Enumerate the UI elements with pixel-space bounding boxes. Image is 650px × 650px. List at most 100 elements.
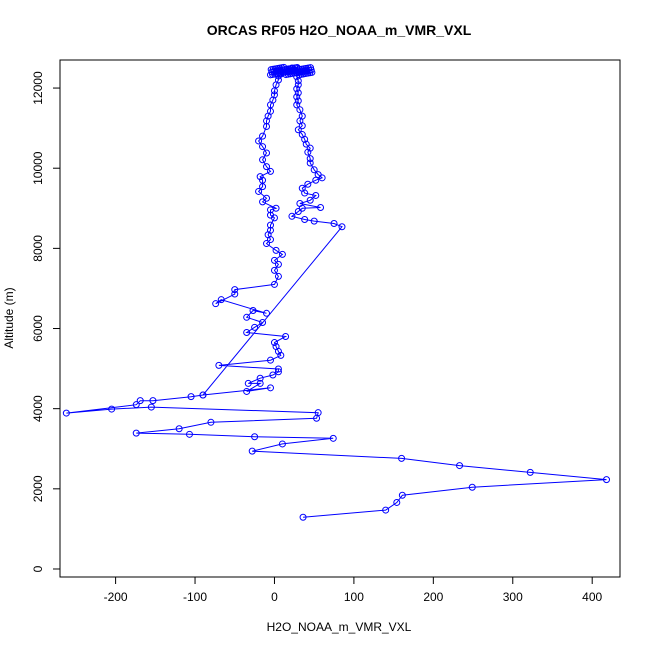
data-point xyxy=(602,476,610,484)
data-point xyxy=(269,371,277,379)
x-axis: -200 -100 0 100 200 300 400 xyxy=(104,577,603,604)
data-point xyxy=(255,137,263,145)
y-tick-label: 6000 xyxy=(31,315,45,342)
data-point xyxy=(255,187,263,195)
data-point xyxy=(217,296,225,304)
data-point xyxy=(274,272,282,280)
data-point xyxy=(263,117,271,125)
data-point xyxy=(269,65,277,73)
data-point xyxy=(310,166,318,174)
data-point xyxy=(263,240,271,248)
data-point xyxy=(318,174,326,182)
data-point xyxy=(270,91,278,99)
data-point xyxy=(132,429,140,437)
data-point xyxy=(263,309,271,317)
data-point xyxy=(270,266,278,274)
x-tick-label: 0 xyxy=(271,590,278,604)
data-point xyxy=(306,196,314,204)
data-point xyxy=(299,513,307,521)
data-point xyxy=(263,163,271,171)
data-point xyxy=(274,368,282,376)
data-point xyxy=(212,300,220,308)
data-point xyxy=(468,483,476,491)
data-point xyxy=(270,280,278,288)
data-point xyxy=(304,180,312,188)
data-point xyxy=(249,306,257,314)
y-tick-label: 10000 xyxy=(31,151,45,185)
data-point xyxy=(251,323,259,331)
data-point xyxy=(305,66,313,74)
data-point xyxy=(283,65,291,73)
data-point xyxy=(266,211,274,219)
y-tick-label: 12000 xyxy=(31,71,45,105)
data-point xyxy=(244,379,252,387)
x-tick-label: -100 xyxy=(183,590,207,604)
y-tick-label: 2000 xyxy=(31,475,45,502)
data-point xyxy=(185,430,193,438)
data-point xyxy=(266,384,274,392)
data-point xyxy=(266,221,274,229)
data-point xyxy=(274,76,282,84)
data-point xyxy=(456,462,464,470)
x-tick-label: 400 xyxy=(582,590,602,604)
data-point xyxy=(330,220,338,228)
data-point xyxy=(243,329,251,337)
data-point xyxy=(296,106,304,114)
x-tick-label: 300 xyxy=(503,590,523,604)
data-point xyxy=(304,148,312,156)
data-point xyxy=(266,167,274,175)
data-point xyxy=(312,176,320,184)
y-axis: 0 2000 4000 6000 8000 10000 12000 xyxy=(31,71,60,572)
data-point xyxy=(329,434,337,442)
data-point xyxy=(276,64,284,72)
data-point xyxy=(274,260,282,268)
x-axis-label: H2O_NOAA_m_VMR_VXL xyxy=(267,620,412,634)
data-point xyxy=(298,122,306,130)
data-point xyxy=(289,64,297,72)
data-point xyxy=(398,491,406,499)
data-point xyxy=(263,194,271,202)
plot-area xyxy=(62,63,610,521)
data-point xyxy=(270,256,278,264)
data-point xyxy=(317,203,325,211)
data-point xyxy=(312,191,320,199)
data-point xyxy=(187,393,195,401)
data-point xyxy=(302,140,310,148)
data-point xyxy=(273,70,281,78)
data-point xyxy=(294,207,302,215)
data-point xyxy=(108,405,116,413)
data-point xyxy=(259,143,267,151)
data-point xyxy=(251,433,259,441)
data-point xyxy=(393,498,401,506)
data-point xyxy=(147,403,155,411)
y-axis-label: Altitude (m) xyxy=(2,287,16,348)
data-point xyxy=(310,217,318,225)
data-point xyxy=(272,204,280,212)
data-point xyxy=(256,173,264,181)
data-point xyxy=(282,333,290,341)
data-point xyxy=(274,365,282,373)
data-point xyxy=(288,212,296,220)
data-point xyxy=(293,93,301,101)
data-point xyxy=(306,155,314,163)
x-tick-label: 100 xyxy=(344,590,364,604)
data-point xyxy=(314,409,322,417)
chart-title: ORCAS RF05 H2O_NOAA_m_VMR_VXL xyxy=(207,22,472,38)
y-tick-label: 0 xyxy=(31,565,45,572)
data-point xyxy=(259,156,267,164)
data-point xyxy=(231,290,239,298)
data-point xyxy=(243,387,251,395)
data-point xyxy=(149,397,157,405)
plot-frame xyxy=(59,59,621,578)
data-point xyxy=(294,81,302,89)
data-point xyxy=(278,250,286,258)
data-point xyxy=(306,159,314,167)
data-point xyxy=(259,176,267,184)
data-point xyxy=(299,68,307,76)
data-point xyxy=(301,135,309,143)
data-point xyxy=(278,440,286,448)
data-point xyxy=(301,189,309,197)
data-point xyxy=(294,97,302,105)
data-point xyxy=(270,339,278,347)
data-point xyxy=(293,101,301,109)
